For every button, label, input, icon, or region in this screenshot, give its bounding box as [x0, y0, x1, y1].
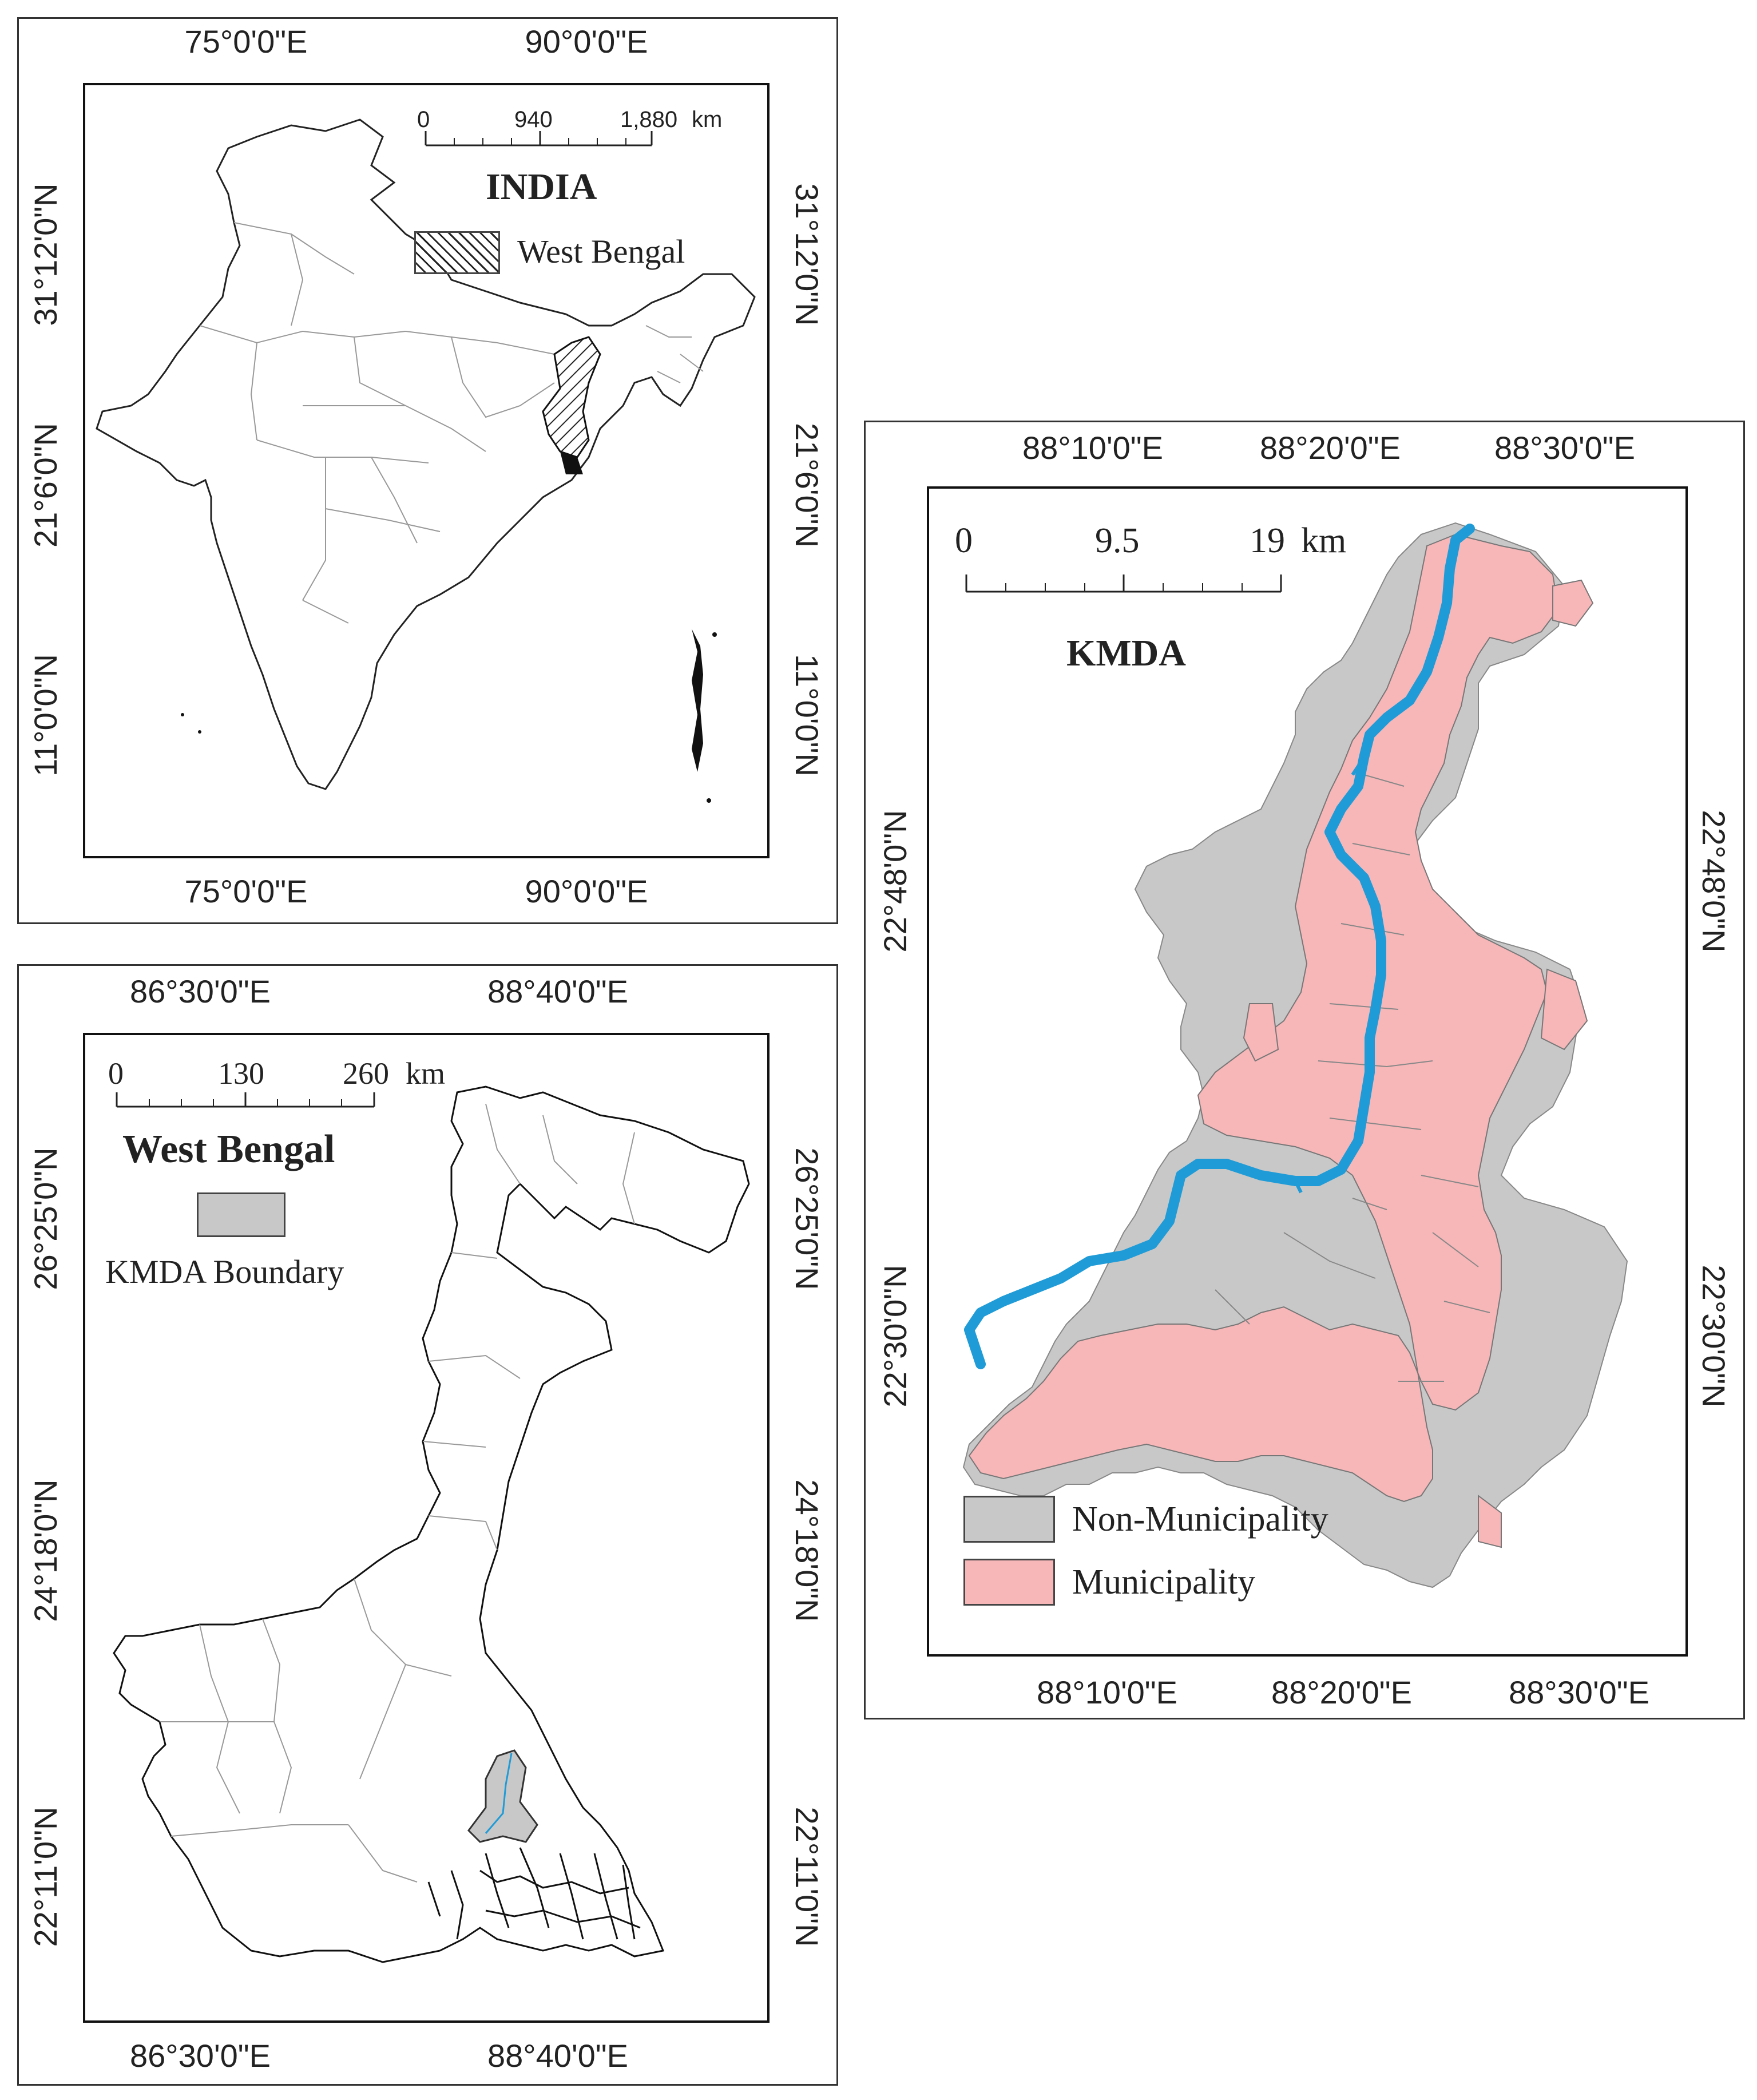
- wb-right-label-1: 24°18'0"N: [789, 1479, 825, 1622]
- kmda-scale-tick-1: 9.5: [1095, 521, 1140, 560]
- kmda-left-label-1: 22°30'0"N: [877, 1265, 913, 1408]
- kmda-legend-swatch-non-municipality: [963, 1496, 1055, 1543]
- kmda-scale-unit: km: [1301, 521, 1347, 560]
- kmda-bottom-label-2: 88°30'0"E: [1508, 1674, 1650, 1710]
- wb-bottom-label-0: 86°30'0"E: [129, 2038, 271, 2074]
- wb-right-label-2: 22°11'0"N: [789, 1806, 825, 1947]
- kmda-right-label-1: 22°30'0"N: [1696, 1265, 1732, 1408]
- westbengal-scale-bar: [116, 1092, 375, 1108]
- kmda-left-label-0: 22°48'0"N: [877, 810, 913, 953]
- india-bottom-label-1: 90°0'0"E: [525, 873, 648, 909]
- india-left-label-0: 31°12'0"N: [27, 183, 64, 326]
- india-map-frame: 0 940 1,880 km INDIA West Bengal: [83, 83, 770, 858]
- kmda-map-title: KMDA: [1066, 632, 1186, 674]
- kmda-top-label-1: 88°20'0"E: [1259, 430, 1401, 466]
- kmda-legend-label-municipality: Municipality: [1072, 1563, 1256, 1602]
- kmda-right-label-0: 22°48'0"N: [1696, 810, 1732, 953]
- india-top-label-0: 75°0'0"E: [184, 23, 308, 60]
- west-bengal-region: [542, 336, 601, 458]
- india-outline: [96, 118, 756, 790]
- wb-scale-tick-1: 130: [218, 1056, 264, 1091]
- india-bottom-label-0: 75°0'0"E: [184, 873, 308, 909]
- india-scale-tick-0: 0: [417, 107, 430, 132]
- india-scale-unit: km: [692, 107, 723, 132]
- india-map-svg: [96, 118, 756, 803]
- india-right-label-1: 21°6'0"N: [789, 423, 825, 548]
- india-scale-bar: [425, 131, 653, 146]
- wb-left-label-0: 26°25'0"N: [27, 1147, 64, 1290]
- wb-scale-tick-0: 0: [108, 1056, 124, 1091]
- india-legend-swatch: [414, 231, 500, 274]
- india-map-title: INDIA: [486, 166, 597, 208]
- wb-top-label-1: 88°40'0"E: [487, 973, 629, 1009]
- kmda-top-label-2: 88°30'0"E: [1494, 430, 1636, 466]
- india-scale-tick-2: 1,880: [620, 107, 678, 132]
- india-scale-tick-1: 940: [514, 107, 553, 132]
- wb-bottom-label-1: 88°40'0"E: [487, 2038, 629, 2074]
- kmda-scale-bar: [965, 574, 1282, 593]
- kmda-map-frame: 0 9.5 19 km KMDA Non-Municipality Munici…: [927, 486, 1688, 1657]
- wb-legend-swatch: [197, 1192, 285, 1237]
- kmda-bottom-label-1: 88°20'0"E: [1271, 1674, 1413, 1710]
- wb-legend-label: KMDA Boundary: [105, 1253, 344, 1290]
- wb-right-label-0: 26°25'0"N: [789, 1147, 825, 1290]
- kmda-river-hooghly: [964, 524, 1475, 1369]
- kmda-legend-swatch-municipality: [963, 1559, 1055, 1606]
- wb-left-label-2: 22°11'0"N: [27, 1806, 64, 1947]
- india-left-label-1: 21°6'0"N: [27, 423, 64, 548]
- india-right-label-0: 31°12'0"N: [789, 183, 825, 326]
- india-legend-label: West Bengal: [517, 233, 685, 270]
- westbengal-outline: [113, 1085, 750, 1963]
- kmda-bottom-label-0: 88°10'0"E: [1036, 1674, 1178, 1710]
- kmda-scale-tick-0: 0: [955, 521, 973, 560]
- kmda-legend-label-non-municipality: Non-Municipality: [1072, 1500, 1328, 1539]
- india-top-label-1: 90°0'0"E: [525, 23, 648, 60]
- india-left-label-2: 11°0'0"N: [27, 654, 64, 776]
- wb-left-label-1: 24°18'0"N: [27, 1479, 64, 1622]
- kmda-municipality-area: [968, 533, 1560, 1503]
- westbengal-map-svg: [113, 1085, 750, 1963]
- kmda-region: [467, 1749, 538, 1843]
- kmda-map-svg: [962, 522, 1628, 1588]
- westbengal-map-title: West Bengal: [122, 1127, 335, 1171]
- india-right-label-2: 11°0'0"N: [789, 654, 825, 776]
- kmda-scale-tick-2: 19: [1250, 521, 1285, 560]
- westbengal-map-frame: 0 130 260 km West Bengal KMDA Boundary: [83, 1033, 770, 2023]
- wb-scale-tick-2: 260: [343, 1056, 389, 1091]
- kmda-top-label-0: 88°10'0"E: [1022, 430, 1164, 466]
- wb-scale-unit: km: [406, 1056, 446, 1091]
- wb-top-label-0: 86°30'0"E: [129, 973, 271, 1009]
